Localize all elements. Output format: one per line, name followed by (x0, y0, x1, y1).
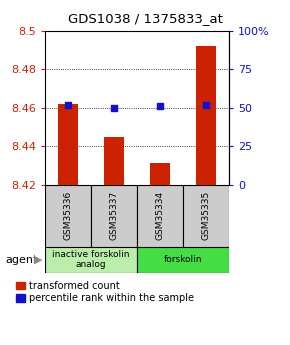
Text: ▶: ▶ (34, 255, 42, 265)
Point (204, 102, 209, 108)
Bar (104, 137, 124, 185)
Text: forskolin: forskolin (164, 255, 202, 264)
Point (158, 104, 162, 109)
Text: GSM35335: GSM35335 (202, 191, 211, 240)
Bar (137, 247, 229, 273)
Text: agent: agent (6, 255, 38, 265)
Bar (45, 247, 137, 273)
Bar (58, 104, 78, 185)
Text: GSM35334: GSM35334 (155, 191, 164, 240)
Bar (91, 185, 137, 247)
Legend: transformed count, percentile rank within the sample: transformed count, percentile rank withi… (17, 281, 194, 303)
Point (112, 105, 116, 110)
Bar (196, 46, 216, 185)
Text: GDS1038 / 1375833_at: GDS1038 / 1375833_at (68, 12, 222, 25)
Text: GSM35337: GSM35337 (110, 191, 119, 240)
Bar (183, 185, 229, 247)
Text: GSM35336: GSM35336 (64, 191, 72, 240)
Text: inactive forskolin
analog: inactive forskolin analog (52, 250, 130, 269)
Bar (45, 185, 91, 247)
Point (66, 102, 70, 108)
Bar (137, 185, 183, 247)
Bar (150, 164, 171, 185)
